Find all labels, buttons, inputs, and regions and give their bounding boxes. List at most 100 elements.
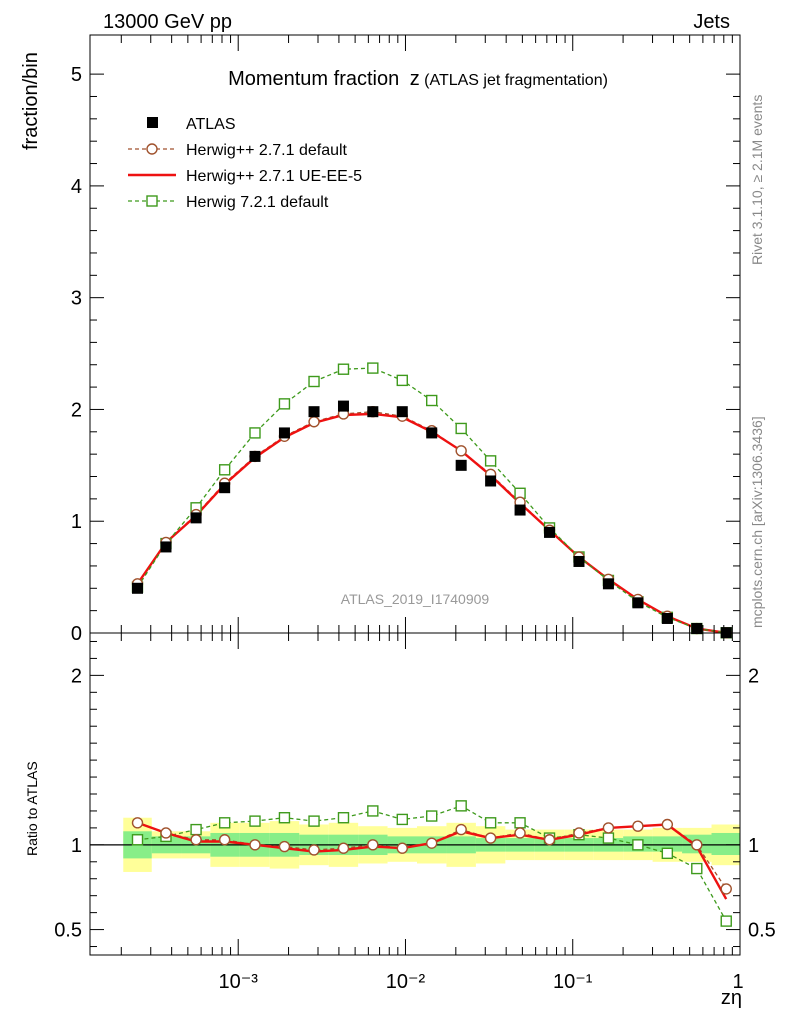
source-label: mcplots.cern.ch [arXiv:1306.3436] <box>749 416 765 628</box>
ratio-point-herwig7-default <box>190 823 202 836</box>
main-y-tick-label: 5 <box>71 64 82 86</box>
ratio-plot-frame <box>89 632 741 956</box>
legend: ATLAS Herwig++ 2.7.1 default Herwig++ 2.… <box>128 116 362 211</box>
legend-label-herwigpp-default: Herwig++ 2.7.1 default <box>186 142 348 159</box>
ratio-point-herwig7-default <box>218 817 231 829</box>
ratio-y-ticks: 0.5 0.5 1 1 2 2 <box>54 640 776 948</box>
ratio-point-herwigpp-default <box>691 839 703 851</box>
main-point-herwig7-default <box>218 464 231 476</box>
chart-title-note: (ATLAS jet fragmentation) <box>424 72 608 89</box>
legend-label-atlas: ATLAS <box>186 116 236 133</box>
ratio-point-herwigpp-default <box>308 844 320 856</box>
ratio-y-axis-label: Ratio to ATLAS <box>24 761 40 856</box>
ratio-band-inner <box>652 836 683 852</box>
ratio-y-tick-label-right: 2 <box>748 665 759 687</box>
ratio-point-herwigpp-default <box>602 822 615 834</box>
header-left: 13000 GeV pp <box>103 11 232 33</box>
ratio-point-herwig7-default <box>426 810 438 822</box>
main-point-herwig7-default <box>249 427 261 439</box>
chart-title: Momentum fraction z (ATLAS jet fragmenta… <box>228 68 608 90</box>
header-right: Jets <box>693 11 730 33</box>
ratio-point-herwig7-default <box>131 834 144 846</box>
ratio-point-herwigpp-default <box>278 840 291 853</box>
legend-marker-herwig7-default <box>146 195 158 207</box>
main-point-herwig7-default <box>308 375 320 388</box>
ratio-point-herwig7-default <box>455 800 467 812</box>
ratio-point-herwig7-default <box>367 805 379 817</box>
main-point-atlas <box>190 512 202 524</box>
x-tick-label: 10⁻¹ <box>553 971 593 993</box>
main-y-ticks: 0 1 2 3 4 5 <box>71 64 740 645</box>
main-point-atlas <box>219 482 231 494</box>
ratio-point-herwig7-default <box>632 839 644 851</box>
main-y-axis-label: fraction/bin <box>20 52 42 150</box>
rivet-label: Rivet 3.1.10, ≥ 2.1M events <box>749 95 765 265</box>
main-point-herwigpp-default <box>308 416 320 428</box>
ratio-point-herwigpp-default <box>455 823 467 836</box>
main-point-atlas <box>278 427 290 439</box>
main-marks <box>131 362 732 639</box>
main-point-atlas <box>455 459 467 471</box>
main-point-herwig7-default <box>396 374 408 387</box>
x-tick-label: 1 <box>732 971 743 993</box>
ratio-point-herwigpp-default <box>632 820 644 832</box>
ratio-y-tick-label-right: 0.5 <box>748 920 776 942</box>
main-point-atlas <box>337 400 349 412</box>
main-point-atlas <box>602 578 614 590</box>
x-tick-label: 10⁻³ <box>218 971 258 993</box>
chart-title-main: Momentum fraction <box>228 68 399 90</box>
main-point-herwig7-default <box>278 398 291 410</box>
ratio-point-herwigpp-default <box>218 834 231 846</box>
main-y-tick-label: 1 <box>71 511 82 533</box>
main-point-herwig7-default <box>367 362 379 374</box>
ratio-point-herwigpp-default <box>514 827 526 839</box>
ratio-point-herwig7-default <box>602 832 615 844</box>
ratio-point-herwigpp-default <box>131 817 144 829</box>
legend-marker-atlas <box>147 117 158 128</box>
ratio-point-herwig7-default <box>691 862 703 875</box>
ratio-y-tick-label-left: 1 <box>71 835 82 857</box>
main-point-atlas <box>573 555 585 567</box>
main-point-atlas <box>426 427 438 439</box>
main-point-atlas <box>691 623 703 635</box>
ratio-point-herwigpp-default <box>573 827 585 839</box>
ratio-point-herwig7-default <box>484 817 497 829</box>
main-point-herwigpp-default <box>455 445 467 457</box>
ratio-point-herwigpp-default <box>337 842 350 854</box>
legend-label-herwig7-default: Herwig 7.2.1 default <box>186 194 329 211</box>
main-point-atlas <box>514 504 526 516</box>
ratio-point-herwig7-default <box>278 812 291 824</box>
ratio-point-herwig7-default <box>249 815 261 827</box>
main-point-atlas <box>132 582 144 594</box>
ratio-y-tick-label-left: 0.5 <box>54 920 82 942</box>
chart-title-symbol: z <box>410 68 420 90</box>
watermark: ATLAS_2019_I1740909 <box>341 591 490 607</box>
ratio-point-herwig7-default <box>396 813 408 826</box>
ratio-point-herwigpp-default <box>249 839 261 851</box>
ratio-point-herwigpp-default <box>720 883 732 895</box>
ratio-point-herwig7-default <box>308 815 320 827</box>
ratio-point-herwig7-default <box>661 847 674 860</box>
legend-marker-herwigpp-default <box>146 143 158 155</box>
main-y-tick-label: 2 <box>71 399 82 421</box>
main-y-tick-label: 0 <box>71 623 82 645</box>
ratio-line-herwig7-default <box>137 805 727 922</box>
ratio-band-inner <box>711 832 740 856</box>
main-point-atlas <box>367 406 379 418</box>
ratio-point-herwigpp-default <box>426 837 438 849</box>
main-point-herwig7-default <box>455 422 467 435</box>
main-y-tick-label: 3 <box>71 288 82 310</box>
ratio-point-herwigpp-default <box>367 839 379 851</box>
main-point-herwig7-default <box>337 363 350 375</box>
main-point-atlas <box>396 406 408 418</box>
ratio-point-herwigpp-default <box>160 827 172 839</box>
x-axis-label: zη <box>721 987 742 1009</box>
ratio-point-herwig7-default <box>337 812 350 824</box>
main-point-atlas <box>632 597 644 609</box>
ratio-y-tick-label-left: 2 <box>71 665 82 687</box>
legend-label-herwigpp-ueee5: Herwig++ 2.7.1 UE-EE-5 <box>186 168 362 185</box>
ratio-x-ticks: 10⁻³ 10⁻² 10⁻¹ 1 <box>120 633 744 993</box>
main-point-atlas <box>661 612 673 624</box>
ratio-point-herwig7-default <box>720 915 732 927</box>
